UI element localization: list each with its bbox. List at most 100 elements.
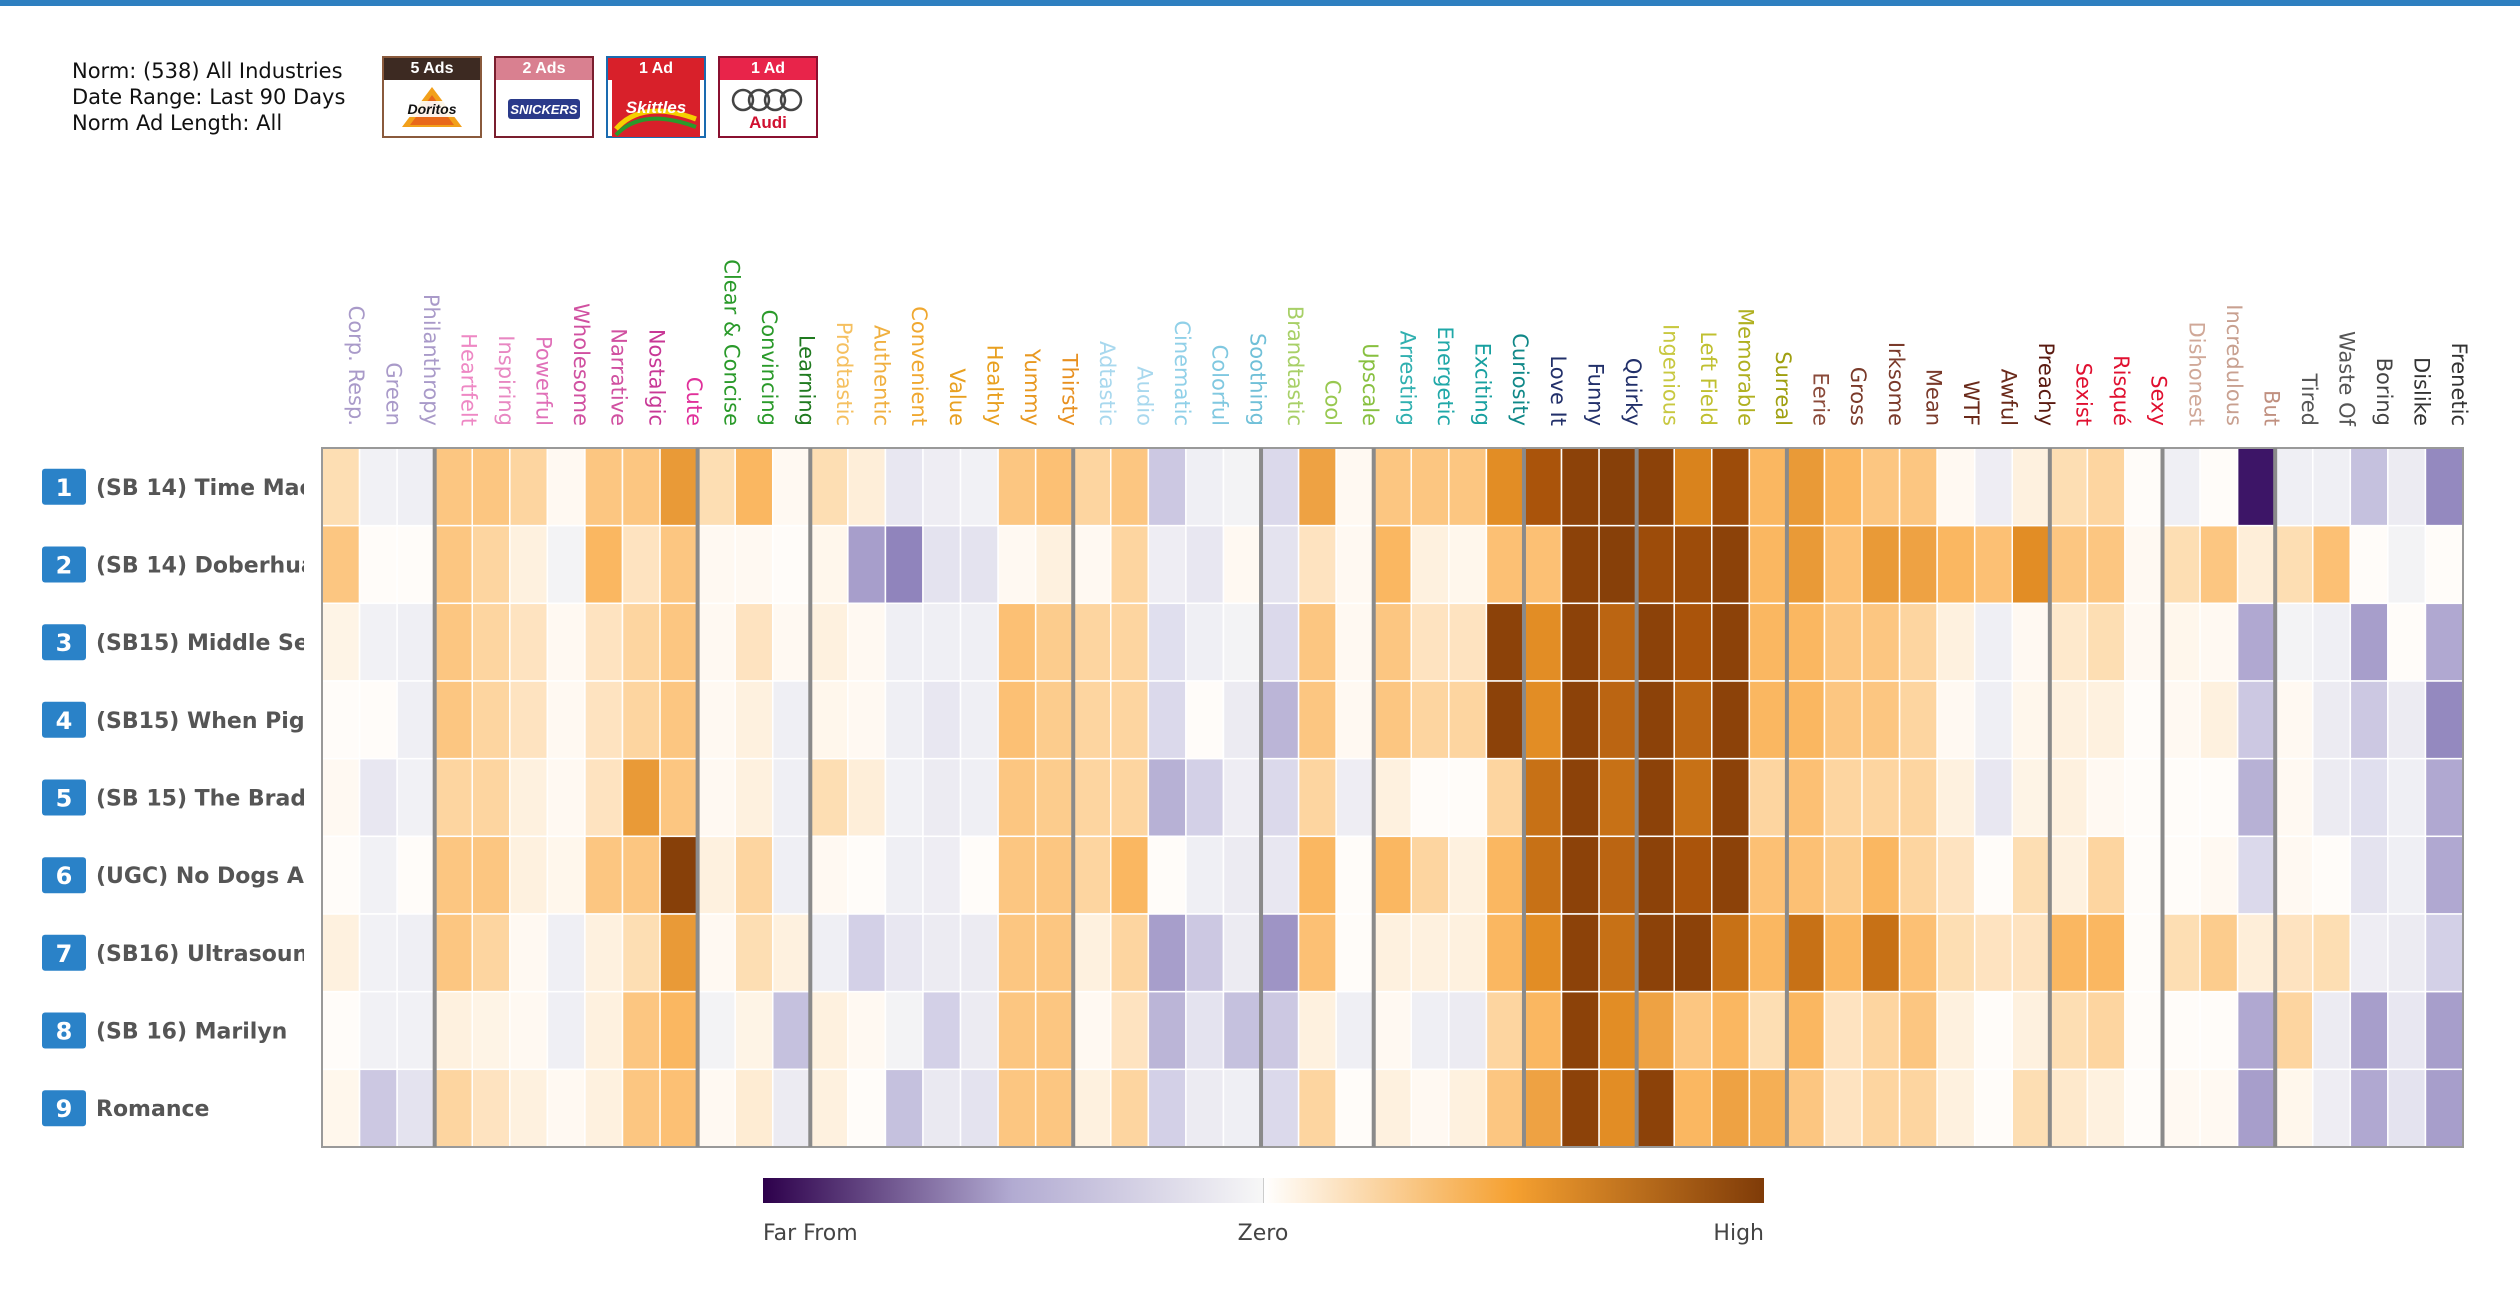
heatmap-cell[interactable]	[1635, 990, 1675, 1071]
heatmap-cell[interactable]	[1335, 447, 1375, 527]
heatmap-cell[interactable]	[2086, 1068, 2126, 1148]
heatmap-cell[interactable]	[433, 602, 473, 682]
heatmap-cell[interactable]	[1936, 602, 1976, 682]
heatmap-cell[interactable]	[922, 913, 962, 993]
heatmap-cell[interactable]	[2349, 1068, 2389, 1148]
heatmap-cell[interactable]	[1748, 990, 1788, 1071]
column-header[interactable]: Sexy	[2147, 375, 2171, 426]
heatmap-cell[interactable]	[1297, 447, 1337, 527]
heatmap-cell[interactable]	[2349, 990, 2389, 1071]
column-header[interactable]: Convincing	[757, 310, 781, 426]
heatmap-cell[interactable]	[1523, 524, 1563, 605]
heatmap-cell[interactable]	[2236, 835, 2276, 915]
heatmap-cell[interactable]	[1560, 913, 1600, 993]
heatmap-cell[interactable]	[2274, 602, 2314, 682]
column-header[interactable]: Audio	[1133, 366, 1157, 426]
heatmap-cell[interactable]	[734, 447, 774, 527]
heatmap-cell[interactable]	[1823, 835, 1863, 915]
column-header[interactable]: Philanthropy	[419, 294, 443, 426]
heatmap-cell[interactable]	[1673, 913, 1713, 993]
heatmap-cell[interactable]	[696, 835, 736, 915]
heatmap-cell[interactable]	[997, 835, 1037, 915]
heatmap-cell[interactable]	[922, 990, 962, 1071]
heatmap-cell[interactable]	[2349, 524, 2389, 605]
row-label[interactable]: 4 (SB15) When Pigs I	[42, 701, 334, 738]
column-header[interactable]: Sexist	[2072, 363, 2096, 426]
column-header[interactable]: Value	[945, 368, 969, 426]
column-header[interactable]: Love It	[1546, 355, 1570, 426]
heatmap-cell[interactable]	[1711, 990, 1751, 1071]
heatmap-cell[interactable]	[1823, 757, 1863, 838]
heatmap-cell[interactable]	[1823, 602, 1863, 682]
heatmap-cell[interactable]	[2124, 757, 2164, 838]
heatmap-cell[interactable]	[1635, 757, 1675, 838]
heatmap-cell[interactable]	[1711, 757, 1751, 838]
heatmap-cell[interactable]	[1448, 913, 1488, 993]
heatmap-cell[interactable]	[1335, 913, 1375, 993]
heatmap-cell[interactable]	[1673, 602, 1713, 682]
heatmap-cell[interactable]	[621, 680, 661, 760]
heatmap-cell[interactable]	[1523, 602, 1563, 682]
heatmap-cell[interactable]	[884, 1068, 924, 1148]
heatmap-cell[interactable]	[959, 680, 999, 760]
heatmap-cell[interactable]	[1673, 1068, 1713, 1148]
heatmap-cell[interactable]	[659, 835, 699, 915]
heatmap-cell[interactable]	[1222, 913, 1262, 993]
heatmap-cell[interactable]	[1748, 757, 1788, 838]
column-header[interactable]: Surreal	[1771, 351, 1795, 426]
heatmap-cell[interactable]	[1034, 602, 1074, 682]
heatmap-cell[interactable]	[1560, 1068, 1600, 1148]
heatmap-cell[interactable]	[1560, 447, 1600, 527]
heatmap-cell[interactable]	[922, 602, 962, 682]
column-header[interactable]: Authentic	[870, 325, 894, 426]
heatmap-cell[interactable]	[2349, 602, 2389, 682]
heatmap-cell[interactable]	[1072, 990, 1112, 1071]
column-header[interactable]: Tired	[2297, 373, 2321, 426]
heatmap-cell[interactable]	[396, 1068, 436, 1148]
heatmap-cell[interactable]	[1147, 1068, 1187, 1148]
heatmap-cell[interactable]	[1222, 447, 1262, 527]
heatmap-cell[interactable]	[509, 602, 549, 682]
heatmap-cell[interactable]	[546, 680, 586, 760]
heatmap-cell[interactable]	[659, 1068, 699, 1148]
heatmap-cell[interactable]	[1448, 602, 1488, 682]
column-header[interactable]: Left Field	[1696, 331, 1720, 426]
heatmap-cell[interactable]	[1898, 757, 1938, 838]
heatmap-cell[interactable]	[1936, 990, 1976, 1071]
heatmap-cell[interactable]	[2049, 602, 2089, 682]
heatmap-cell[interactable]	[584, 757, 624, 838]
heatmap-cell[interactable]	[1786, 990, 1826, 1071]
heatmap-cell[interactable]	[2387, 835, 2427, 915]
column-header[interactable]: Dislike	[2410, 357, 2434, 426]
heatmap-cell[interactable]	[884, 447, 924, 527]
heatmap-cell[interactable]	[847, 602, 887, 682]
heatmap-cell[interactable]	[997, 680, 1037, 760]
heatmap-cell[interactable]	[1034, 835, 1074, 915]
heatmap-cell[interactable]	[2387, 447, 2427, 527]
heatmap-cell[interactable]	[1448, 1068, 1488, 1148]
heatmap-cell[interactable]	[509, 990, 549, 1071]
heatmap-cell[interactable]	[546, 602, 586, 682]
heatmap-cell[interactable]	[1072, 757, 1112, 838]
heatmap-cell[interactable]	[1297, 913, 1337, 993]
heatmap-cell[interactable]	[1711, 602, 1751, 682]
heatmap-cell[interactable]	[884, 602, 924, 682]
heatmap-cell[interactable]	[1560, 524, 1600, 605]
heatmap-cell[interactable]	[734, 913, 774, 993]
heatmap-cell[interactable]	[584, 680, 624, 760]
column-header[interactable]: Waste Of	[2335, 331, 2359, 427]
heatmap-cell[interactable]	[2424, 680, 2464, 760]
heatmap-cell[interactable]	[1448, 447, 1488, 527]
heatmap-cell[interactable]	[1034, 680, 1074, 760]
heatmap-cell[interactable]	[734, 524, 774, 605]
heatmap-cell[interactable]	[2199, 602, 2239, 682]
heatmap-cell[interactable]	[509, 757, 549, 838]
heatmap-cell[interactable]	[1673, 990, 1713, 1071]
heatmap-cell[interactable]	[884, 990, 924, 1071]
heatmap-cell[interactable]	[1110, 524, 1150, 605]
heatmap-cell[interactable]	[771, 913, 812, 993]
column-header[interactable]: Corp. Resp.	[344, 306, 368, 426]
heatmap-cell[interactable]	[2049, 447, 2089, 527]
heatmap-cell[interactable]	[2312, 524, 2352, 605]
column-header[interactable]: Soothing	[1245, 333, 1269, 426]
